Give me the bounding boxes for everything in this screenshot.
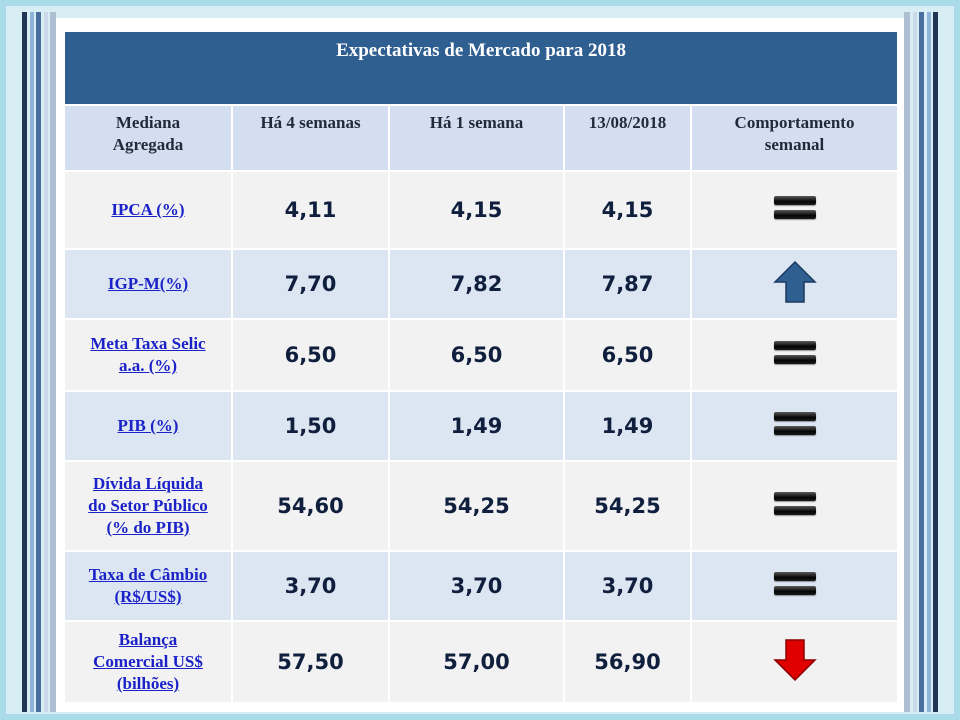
- table-row: Meta Taxa Selic a.a. (%) 6,50 6,50 6,50: [63, 318, 900, 392]
- indicator-link-line: Balança: [118, 630, 178, 649]
- indicator-link[interactable]: Dívida Líquida do Setor Público (% do PIB): [65, 473, 231, 539]
- value-1-week: 7,82: [388, 248, 565, 320]
- equals-icon: [773, 340, 816, 366]
- value-4-weeks: 1,50: [231, 390, 390, 462]
- value-4-weeks: 3,70: [231, 550, 390, 622]
- table-row: PIB (%) 1,50 1,49 1,49: [63, 390, 900, 462]
- value-4-weeks: 54,60: [231, 460, 390, 552]
- trend-cell: [689, 248, 900, 320]
- value-current: 6,50: [563, 318, 692, 392]
- indicator-cell: PIB (%): [63, 390, 233, 462]
- indicator-link[interactable]: IGP-M(%): [65, 273, 231, 295]
- header-ha-1-semana: Há 1 semana: [388, 104, 565, 172]
- value-current: 3,70: [563, 550, 692, 622]
- indicator-cell: IPCA (%): [63, 170, 233, 250]
- trend-cell: [689, 550, 900, 622]
- value-1-week: 4,15: [388, 170, 565, 250]
- indicator-cell: Balança Comercial US$ (bilhões): [63, 620, 233, 704]
- arrow-down-icon: [772, 638, 817, 681]
- indicator-cell: Meta Taxa Selic a.a. (%): [63, 318, 233, 392]
- header-text-line: Mediana: [115, 113, 181, 132]
- indicator-link[interactable]: Balança Comercial US$ (bilhões): [65, 629, 231, 695]
- value-current: 54,25: [563, 460, 692, 552]
- indicator-link-line: (bilhões): [116, 674, 180, 693]
- table-row: IPCA (%) 4,11 4,15 4,15: [63, 170, 900, 250]
- indicator-link[interactable]: Taxa de Câmbio (R$/US$): [65, 564, 231, 608]
- header-comportamento-semanal: Comportamento semanal: [689, 104, 900, 172]
- value-4-weeks: 4,11: [231, 170, 390, 250]
- trend-cell: [689, 318, 900, 392]
- header-date: 13/08/2018: [563, 104, 692, 172]
- decorative-stripes-left: [22, 12, 56, 712]
- indicator-link-line: do Setor Público: [88, 496, 208, 515]
- indicator-link-line: a.a. (%): [118, 356, 178, 375]
- value-current: 1,49: [563, 390, 692, 462]
- trend-cell: [689, 620, 900, 704]
- table-row: IGP-M(%) 7,70 7,82 7,87: [63, 248, 900, 320]
- indicator-link-line: Comercial US$: [93, 652, 203, 671]
- equals-icon: [773, 195, 816, 221]
- indicator-cell: Taxa de Câmbio (R$/US$): [63, 550, 233, 622]
- header-mediana-agregada: Mediana Agregada: [63, 104, 233, 172]
- expectations-table-container: Expectativas de Mercado para 2018 Median…: [62, 30, 900, 704]
- value-1-week: 3,70: [388, 550, 565, 622]
- indicator-link-line: PIB (%): [117, 416, 179, 435]
- indicator-link[interactable]: IPCA (%): [65, 199, 231, 221]
- trend-cell: [689, 170, 900, 250]
- indicator-link-line: (% do PIB): [106, 518, 190, 537]
- value-current: 4,15: [563, 170, 692, 250]
- expectations-table: Expectativas de Mercado para 2018 Median…: [62, 30, 900, 704]
- indicator-cell: IGP-M(%): [63, 248, 233, 320]
- arrow-up-icon: [772, 260, 817, 303]
- indicator-link-line: IPCA (%): [111, 200, 185, 219]
- table-body: IPCA (%) 4,11 4,15 4,15 IGP-M(%) 7,70 7,82 7,87…: [63, 170, 900, 704]
- indicator-link-line: Dívida Líquida: [92, 474, 204, 493]
- indicator-cell: Dívida Líquida do Setor Público (% do PIB): [63, 460, 233, 552]
- table-title: Expectativas de Mercado para 2018: [62, 30, 900, 106]
- value-1-week: 54,25: [388, 460, 565, 552]
- indicator-link-line: Meta Taxa Selic: [90, 334, 206, 353]
- value-4-weeks: 7,70: [231, 248, 390, 320]
- value-1-week: 57,00: [388, 620, 565, 704]
- equals-icon: [773, 571, 816, 597]
- header-text-line: 13/08/2018: [588, 113, 667, 132]
- value-current: 56,90: [563, 620, 692, 704]
- equals-icon: [773, 491, 816, 517]
- header-text-line: Há 1 semana: [429, 113, 524, 132]
- table-row: Dívida Líquida do Setor Público (% do PIB)…: [63, 460, 900, 552]
- table-row: Balança Comercial US$ (bilhões) 57,50 57,00 5…: [63, 620, 900, 704]
- column-header-row: Mediana Agregada Há 4 semanas Há 1 semana 13…: [63, 104, 900, 172]
- indicator-link[interactable]: PIB (%): [65, 415, 231, 437]
- indicator-link-line: (R$/US$): [114, 587, 182, 606]
- value-4-weeks: 6,50: [231, 318, 390, 392]
- table-row: Taxa de Câmbio (R$/US$) 3,70 3,70 3,70: [63, 550, 900, 622]
- equals-icon: [773, 411, 816, 437]
- indicator-link-line: IGP-M(%): [107, 274, 189, 293]
- indicator-link[interactable]: Meta Taxa Selic a.a. (%): [65, 333, 231, 377]
- decorative-stripes-right: [904, 12, 938, 712]
- header-ha-4-semanas: Há 4 semanas: [231, 104, 390, 172]
- trend-cell: [689, 390, 900, 462]
- header-text-line: Agregada: [112, 135, 184, 154]
- trend-cell: [689, 460, 900, 552]
- value-4-weeks: 57,50: [231, 620, 390, 704]
- header-text-line: Comportamento: [734, 113, 855, 132]
- table-title-row: Expectativas de Mercado para 2018: [62, 30, 900, 106]
- header-text-line: Há 4 semanas: [260, 113, 361, 132]
- header-text-line: semanal: [764, 135, 825, 154]
- value-1-week: 6,50: [388, 318, 565, 392]
- value-1-week: 1,49: [388, 390, 565, 462]
- indicator-link-line: Taxa de Câmbio: [88, 565, 208, 584]
- value-current: 7,87: [563, 248, 692, 320]
